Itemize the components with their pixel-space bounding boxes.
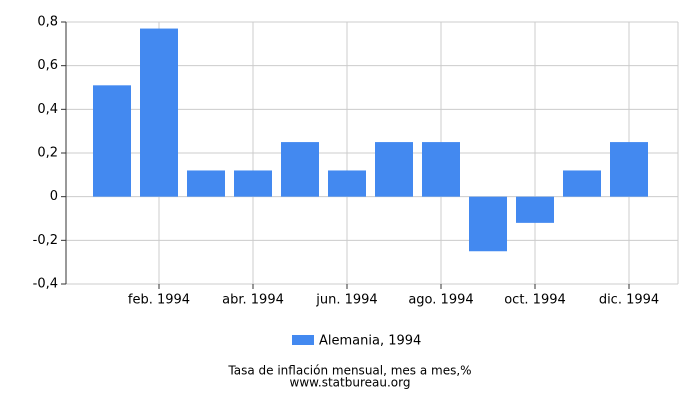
x-tick-label: abr. 1994 — [222, 293, 284, 308]
x-tick-label: jun. 1994 — [315, 293, 377, 308]
source: www.statbureau.org — [290, 376, 411, 390]
y-tick-label: -0,2 — [33, 233, 58, 248]
bar — [281, 142, 319, 197]
bar — [516, 196, 554, 223]
bar — [93, 85, 131, 197]
x-tick-label: dic. 1994 — [599, 293, 659, 308]
x-tick-label: feb. 1994 — [128, 293, 190, 308]
bar — [187, 170, 225, 197]
y-tick-label: 0,4 — [37, 102, 58, 117]
y-tick-label: 0 — [50, 189, 58, 204]
bar — [469, 196, 507, 252]
x-tick-label: ago. 1994 — [408, 293, 473, 308]
bar — [140, 28, 178, 197]
bar — [422, 142, 460, 197]
chart-title: Tasa de inflación mensual, mes a mes,% — [227, 364, 471, 378]
bar — [234, 170, 272, 197]
y-tick-label: 0,8 — [37, 15, 58, 30]
bar — [375, 142, 413, 197]
x-tick-label: oct. 1994 — [504, 293, 566, 308]
bar — [610, 142, 648, 197]
bar — [328, 170, 366, 197]
legend-label: Alemania, 1994 — [319, 334, 421, 349]
y-tick-label: -0,4 — [33, 277, 58, 292]
legend-swatch — [292, 335, 314, 345]
y-tick-label: 0,2 — [37, 146, 58, 161]
bar — [563, 170, 601, 197]
y-tick-label: 0,6 — [37, 58, 58, 73]
